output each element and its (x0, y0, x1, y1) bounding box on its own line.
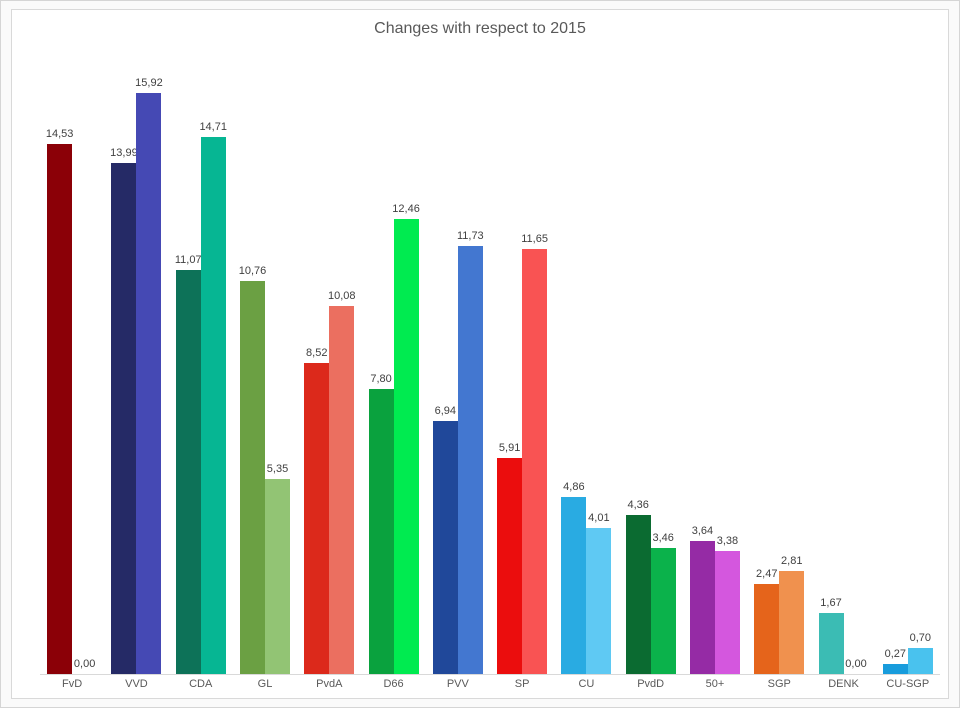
chart-title: Changes with respect to 2015 (374, 20, 586, 37)
category-label-gl: GL (257, 678, 273, 690)
value-label-cda-bar-2: 14,71 (199, 121, 227, 133)
value-label-pvv-bar-1: 6,94 (434, 405, 457, 417)
bar-sgp-bar-1: 2,47 (754, 568, 780, 674)
value-label-fvd-bar-1: 14,53 (45, 128, 74, 140)
bar-denk-bar-1: 1,67 (818, 597, 844, 674)
value-label-cu-bar-2: 4,01 (588, 512, 610, 524)
bar-sp-bar-2: 11,65 (521, 233, 548, 674)
value-label-d66-bar-1: 7,80 (370, 373, 392, 385)
bar-d66-bar-2: 12,46 (392, 203, 420, 674)
bar-fvd-bar-1: 14,53 (46, 128, 73, 674)
bar-group-cda: 11,07 14,71 (169, 68, 233, 674)
value-label-denk-bar-2: 0,00 (845, 658, 867, 670)
chart-frame: Changes with respect to 2015 14,53 0,00 13… (11, 9, 949, 699)
category-label-denk: DENK (828, 678, 859, 690)
category-label-pvv: PVV (446, 678, 469, 690)
value-label-gl-bar-1: 10,76 (238, 265, 267, 277)
bar-pvv-bar-2: 11,73 (457, 230, 484, 674)
bar-group-vvd: 13,99 15,92 (104, 68, 168, 674)
bar-sp-bar-1: 5,91 (497, 442, 523, 674)
bar-cu-bar-2: 4,01 (586, 512, 612, 674)
value-label-sgp-bar-1: 2,47 (756, 568, 778, 580)
value-label-d66-bar-2: 12,46 (392, 203, 420, 215)
bar-cda-bar-1: 11,07 (175, 254, 202, 674)
category-label-pvdd: PvdD (637, 678, 665, 690)
value-label-50+-bar-1: 3,64 (691, 525, 714, 537)
bar-group-d66: 7,80 12,46 (361, 68, 425, 674)
value-label-pvv-bar-2: 11,73 (456, 230, 484, 242)
category-label-sgp: SGP (767, 678, 791, 690)
value-label-sgp-bar-2: 2,81 (781, 555, 803, 567)
bar-gl-bar-2: 5,35 (264, 463, 290, 674)
category-label-cu-sgp: CU-SGP (886, 678, 930, 690)
category-label-cu: CU (578, 678, 595, 690)
bar-pvdd-bar-2: 3,46 (650, 532, 676, 674)
bar-group-gl: 10,76 5,35 (233, 68, 297, 674)
x-axis-category-row: FvD VVD CDA GL PvdA D66 PVV SP CU PvdD 50+ SGP DENK C… (40, 678, 940, 695)
category-label-pvda: PvdA (316, 678, 343, 690)
value-label-cu-bar-1: 4,86 (563, 481, 585, 493)
value-label-cu-sgp-bar-1: 0,27 (884, 648, 907, 660)
value-label-50+-bar-2: 3,38 (716, 535, 739, 547)
bar-cu-sgp-bar-1: 0,27 (882, 648, 908, 674)
bar-group-cu: 4,86 4,01 (554, 68, 618, 674)
value-label-sp-bar-2: 11,65 (521, 233, 548, 245)
value-label-fvd-bar-2: 0,00 (73, 658, 96, 670)
bar-pvdd-bar-1: 4,36 (625, 499, 651, 674)
bar-group-sgp: 2,47 2,81 (747, 68, 811, 674)
bar-group-sp: 5,91 11,65 (490, 68, 554, 674)
bar-pvda-bar-2: 10,08 (328, 290, 356, 674)
bar-cu-sgp-bar-2: 0,70 (907, 632, 933, 674)
plot-area: 14,53 0,00 13,99 15,92 11,07 14,71 10,76 5,35 8,… (40, 68, 940, 675)
bar-pvv-bar-1: 6,94 (432, 405, 458, 674)
category-label-vvd: VVD (125, 678, 148, 690)
value-label-vvd-bar-1: 13,99 (110, 147, 138, 159)
bar-group-fvd: 14,53 0,00 (40, 68, 104, 674)
bar-sgp-bar-2: 2,81 (779, 555, 805, 674)
value-label-pvda-bar-1: 8,52 (306, 347, 328, 359)
bar-gl-bar-1: 10,76 (239, 265, 266, 674)
bar-group-50+: 3,64 3,38 (683, 68, 747, 674)
value-label-pvdd-bar-1: 4,36 (627, 499, 649, 511)
bar-group-denk: 1,67 0,00 (811, 68, 875, 674)
value-label-pvda-bar-2: 10,08 (328, 290, 356, 302)
bar-vvd-bar-2: 15,92 (135, 77, 163, 674)
bar-50+-bar-1: 3,64 (689, 525, 715, 674)
value-label-sp-bar-1: 5,91 (498, 442, 521, 454)
bar-group-cu-sgp: 0,27 0,70 (876, 68, 940, 674)
category-label-cda: CDA (189, 678, 213, 690)
bar-50+-bar-2: 3,38 (714, 535, 740, 674)
bar-cu-bar-1: 4,86 (561, 481, 587, 674)
bar-group-pvda: 8,52 10,08 (297, 68, 361, 674)
bar-group-pvdd: 4,36 3,46 (619, 68, 683, 674)
value-label-gl-bar-2: 5,35 (266, 463, 289, 475)
category-label-sp: SP (514, 678, 530, 690)
bar-d66-bar-1: 7,80 (368, 373, 394, 674)
bar-group-pvv: 6,94 11,73 (426, 68, 490, 674)
value-label-cu-sgp-bar-2: 0,70 (909, 632, 932, 644)
bar-pvda-bar-1: 8,52 (304, 347, 330, 674)
bar-vvd-bar-1: 13,99 (110, 147, 138, 674)
bar-cda-bar-2: 14,71 (199, 121, 227, 674)
value-label-pvdd-bar-2: 3,46 (652, 532, 674, 544)
value-label-cda-bar-1: 11,07 (174, 254, 202, 266)
category-label-50+: 50+ (705, 678, 725, 690)
value-label-denk-bar-1: 1,67 (820, 597, 842, 609)
category-label-fvd: FvD (62, 678, 83, 690)
category-label-d66: D66 (383, 678, 404, 690)
value-label-vvd-bar-2: 15,92 (135, 77, 163, 89)
